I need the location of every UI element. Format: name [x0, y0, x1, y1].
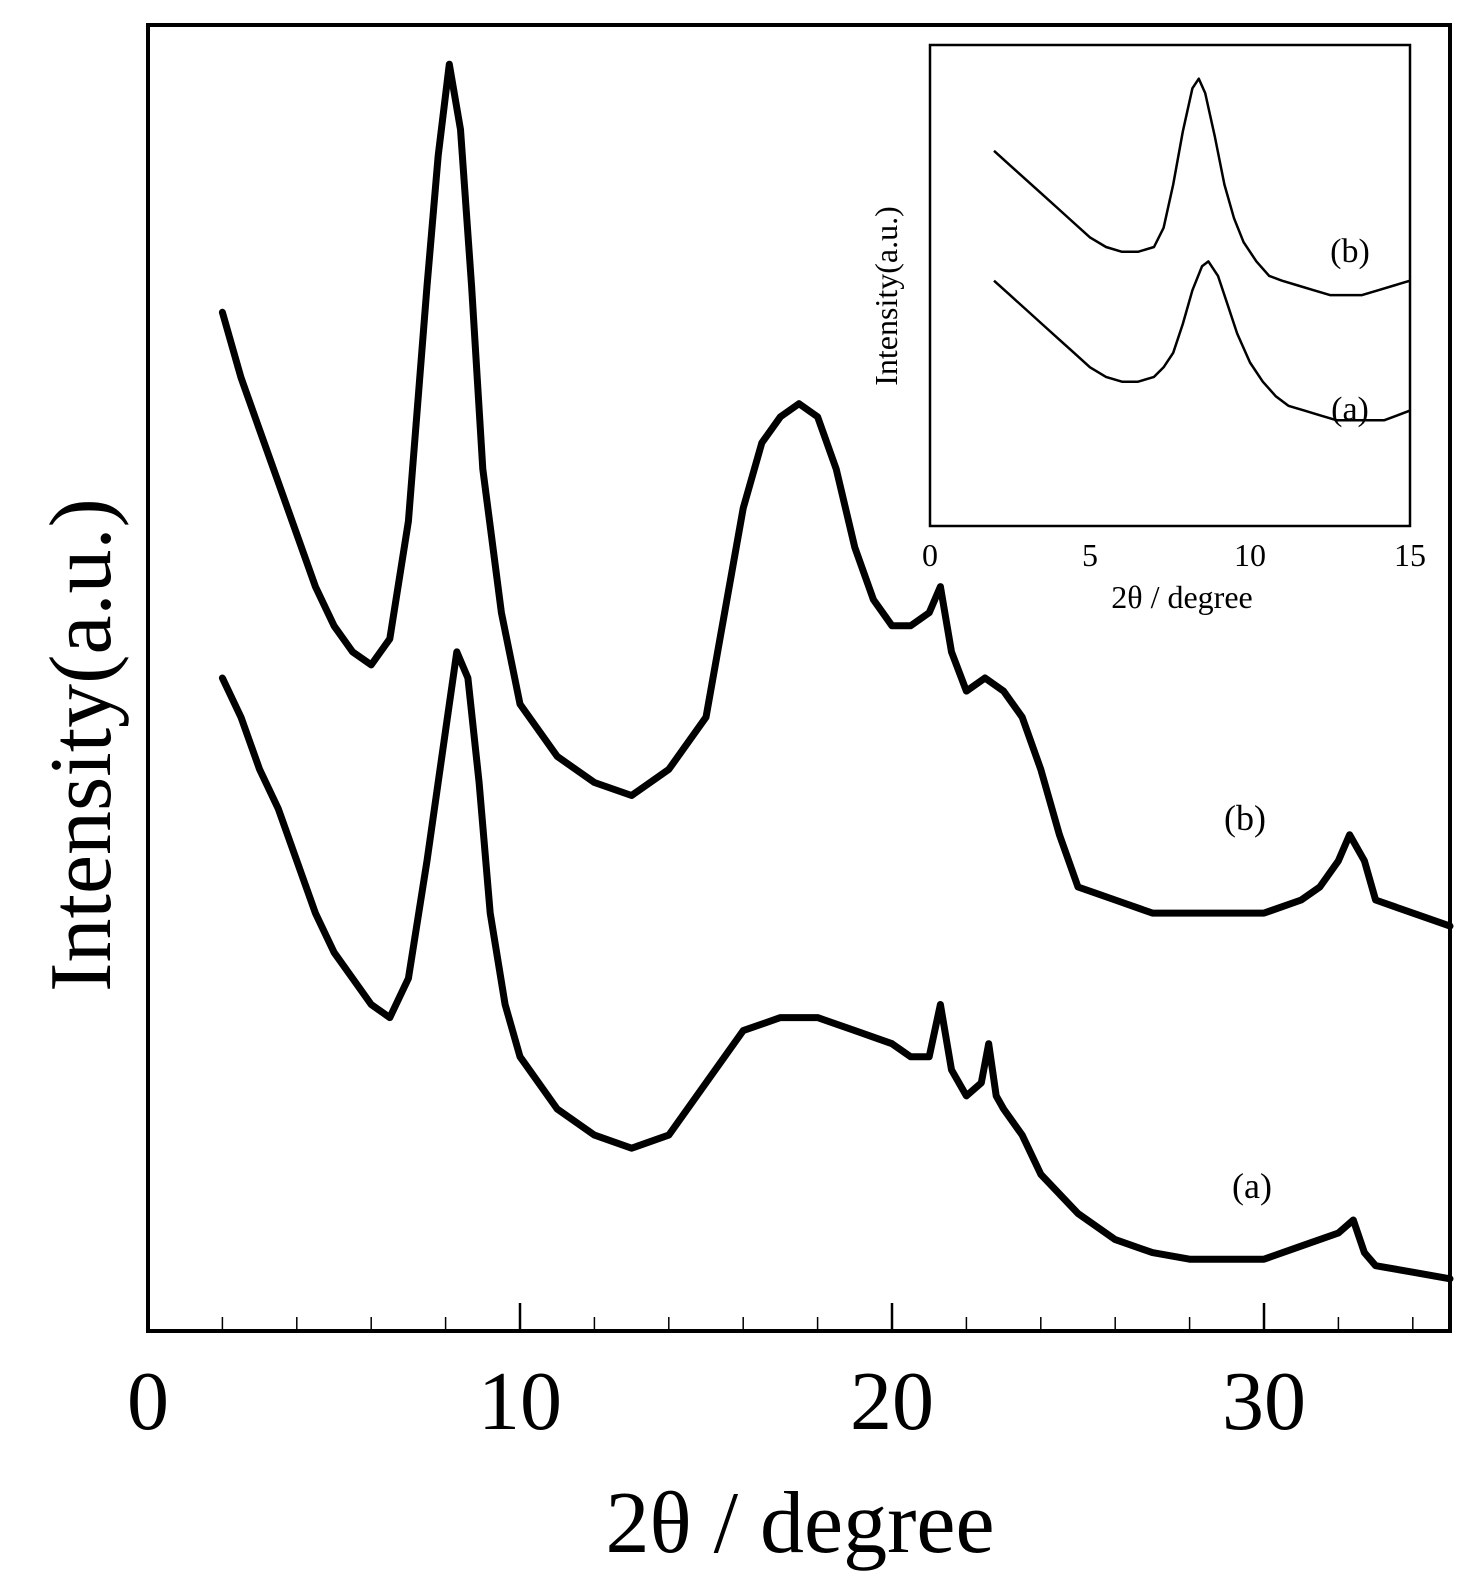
- inset-x-tick-labels: 0 5 10 15: [922, 537, 1426, 573]
- inset-series-line-b: [993, 77, 1411, 297]
- main-x-tick-labels: 0 10 20 30: [127, 1355, 1306, 1448]
- main-series-group: [218, 60, 1454, 1283]
- inset-background: [930, 45, 1410, 526]
- main-series-line-a: [218, 648, 1454, 1283]
- inset-x-tick-label: 5: [1082, 537, 1098, 573]
- main-chart: 0 10 20 30 (b) (a) 2θ / degree Intensity(a.…: [33, 23, 1454, 1571]
- inset-plot-frame: [928, 43, 1412, 528]
- main-plot-frame: [146, 23, 1452, 1333]
- inset-x-tick-label: 0: [922, 537, 938, 573]
- inset-x-axis-label: 2θ / degree: [1111, 579, 1252, 615]
- main-x-tick-label: 30: [1222, 1355, 1306, 1448]
- main-series-label-a: (a): [1232, 1166, 1272, 1206]
- main-x-ticks: [146, 1303, 1414, 1331]
- inset-x-tick-label: 15: [1394, 537, 1426, 573]
- inset-series-line-a: [993, 260, 1411, 422]
- main-series-label-b: (b): [1224, 798, 1266, 838]
- main-x-tick-label: 0: [127, 1355, 169, 1448]
- inset-x-tick-label: 10: [1234, 537, 1266, 573]
- main-y-axis-label: Intensity(a.u.): [33, 498, 130, 992]
- inset-series-label-a: (a): [1331, 391, 1369, 428]
- inset-y-axis-label: Intensity(a.u.): [868, 206, 904, 386]
- main-x-tick-label: 10: [478, 1355, 562, 1448]
- inset-series-group: [993, 77, 1411, 422]
- main-x-tick-label: 20: [850, 1355, 934, 1448]
- main-series-line-b: [218, 60, 1454, 930]
- inset-chart: 0 5 10 15 (b) (a) 2θ / degree Intensity(a.u…: [868, 43, 1426, 615]
- inset-series-label-b: (b): [1330, 233, 1370, 270]
- main-x-axis-label: 2θ / degree: [605, 1475, 994, 1571]
